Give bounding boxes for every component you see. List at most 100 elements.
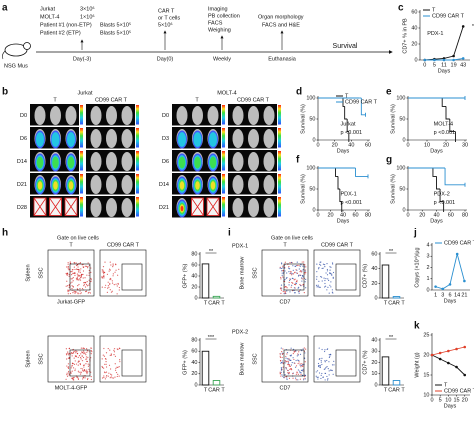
event-dot — [294, 377, 297, 379]
gate — [335, 263, 357, 291]
color-bar — [222, 105, 225, 125]
event-dot — [324, 361, 326, 363]
mouse — [248, 175, 259, 194]
event-dot — [329, 266, 331, 268]
event-dot — [315, 371, 317, 373]
mouse — [90, 106, 102, 125]
event-dot — [77, 361, 79, 363]
annotation: Jurkat — [341, 121, 356, 127]
event-dot — [319, 286, 321, 289]
event-dot — [83, 366, 85, 368]
event-dot — [68, 275, 70, 277]
y-tick-label: 0 — [194, 382, 197, 388]
event-dot — [287, 363, 289, 366]
event-dot — [323, 350, 326, 353]
event-dot — [75, 264, 78, 267]
y-axis-title: CD7+ % in PB — [402, 18, 408, 54]
y-tick-label: 20 — [411, 41, 417, 47]
event-dot — [290, 364, 292, 366]
event-dot — [324, 372, 327, 375]
event-dot — [322, 263, 325, 265]
column-header: T — [53, 97, 57, 103]
mouse — [50, 106, 61, 125]
y-tick-label: 2 — [426, 265, 429, 271]
event-dot — [283, 293, 285, 295]
y-tick-label: 20 — [371, 281, 377, 287]
gate — [69, 263, 91, 291]
event-dot — [83, 370, 85, 372]
event-dot — [280, 284, 283, 286]
event-dot — [80, 292, 82, 294]
point — [447, 349, 450, 353]
event-dot — [83, 284, 85, 287]
signal — [179, 181, 185, 190]
event-dot — [296, 264, 298, 267]
gate-label: Gate on live cells — [57, 235, 99, 241]
event-dot — [282, 276, 284, 278]
event-dot — [107, 285, 110, 287]
event-dot — [330, 286, 332, 288]
signal — [177, 132, 187, 147]
flow-plot — [99, 249, 147, 297]
event-dot — [82, 350, 85, 352]
event-dot — [75, 363, 78, 365]
event-dot — [87, 266, 89, 268]
event-dot — [113, 349, 115, 351]
event-dot — [117, 283, 119, 285]
event-dot — [299, 370, 301, 372]
event-dot — [281, 356, 283, 359]
event-dot — [281, 274, 283, 276]
event-dot — [298, 361, 300, 363]
mouse — [207, 106, 219, 125]
event-dot — [326, 359, 328, 362]
mouse — [263, 152, 275, 171]
timepoint: Weekly — [213, 56, 231, 62]
survival-step — [337, 176, 340, 190]
event-dot — [280, 347, 282, 349]
event-dot — [288, 271, 290, 273]
event-dot — [286, 272, 288, 274]
event-dot — [295, 373, 297, 375]
annotation: ** — [209, 249, 214, 255]
event-dot — [332, 277, 334, 279]
event-dot — [71, 281, 73, 283]
event-dot — [74, 268, 76, 271]
event-dot — [112, 273, 114, 275]
event-dot — [294, 292, 296, 294]
event-dot — [76, 351, 78, 353]
event-dot — [290, 347, 292, 349]
signal — [193, 132, 202, 147]
event-dot — [101, 366, 104, 369]
y-tick-label: 15 — [423, 372, 429, 378]
signal — [178, 156, 186, 169]
event-dot — [110, 264, 112, 266]
y-tick-label: 0 — [414, 57, 417, 63]
event-dot — [108, 270, 110, 272]
event-dot — [73, 376, 75, 379]
column-header: CD99 CAR T — [107, 242, 140, 248]
y-axis-label: SSC — [38, 353, 44, 364]
event-dot — [280, 371, 282, 373]
event-dot — [77, 377, 79, 379]
event-dot — [85, 354, 87, 356]
point — [455, 252, 459, 256]
series-line — [431, 354, 466, 376]
mouse — [232, 129, 244, 148]
event-dot — [80, 371, 82, 373]
event-dot — [87, 262, 89, 264]
event-dot — [110, 354, 112, 356]
event-dot — [117, 274, 119, 276]
event-dot — [83, 353, 85, 355]
point — [442, 58, 446, 62]
survival-step — [439, 189, 444, 203]
event-dot — [328, 292, 330, 294]
event-dot — [82, 364, 85, 366]
event-dot — [88, 284, 90, 286]
day-label: D0 — [20, 113, 27, 119]
schematic: NSG Mus Jurkat MOLT-4 Patient #1 (non-ET… — [2, 5, 393, 69]
event-dot — [288, 373, 290, 375]
event-dot — [282, 267, 284, 269]
flow-plot — [261, 249, 309, 297]
column-header: T — [69, 242, 73, 248]
